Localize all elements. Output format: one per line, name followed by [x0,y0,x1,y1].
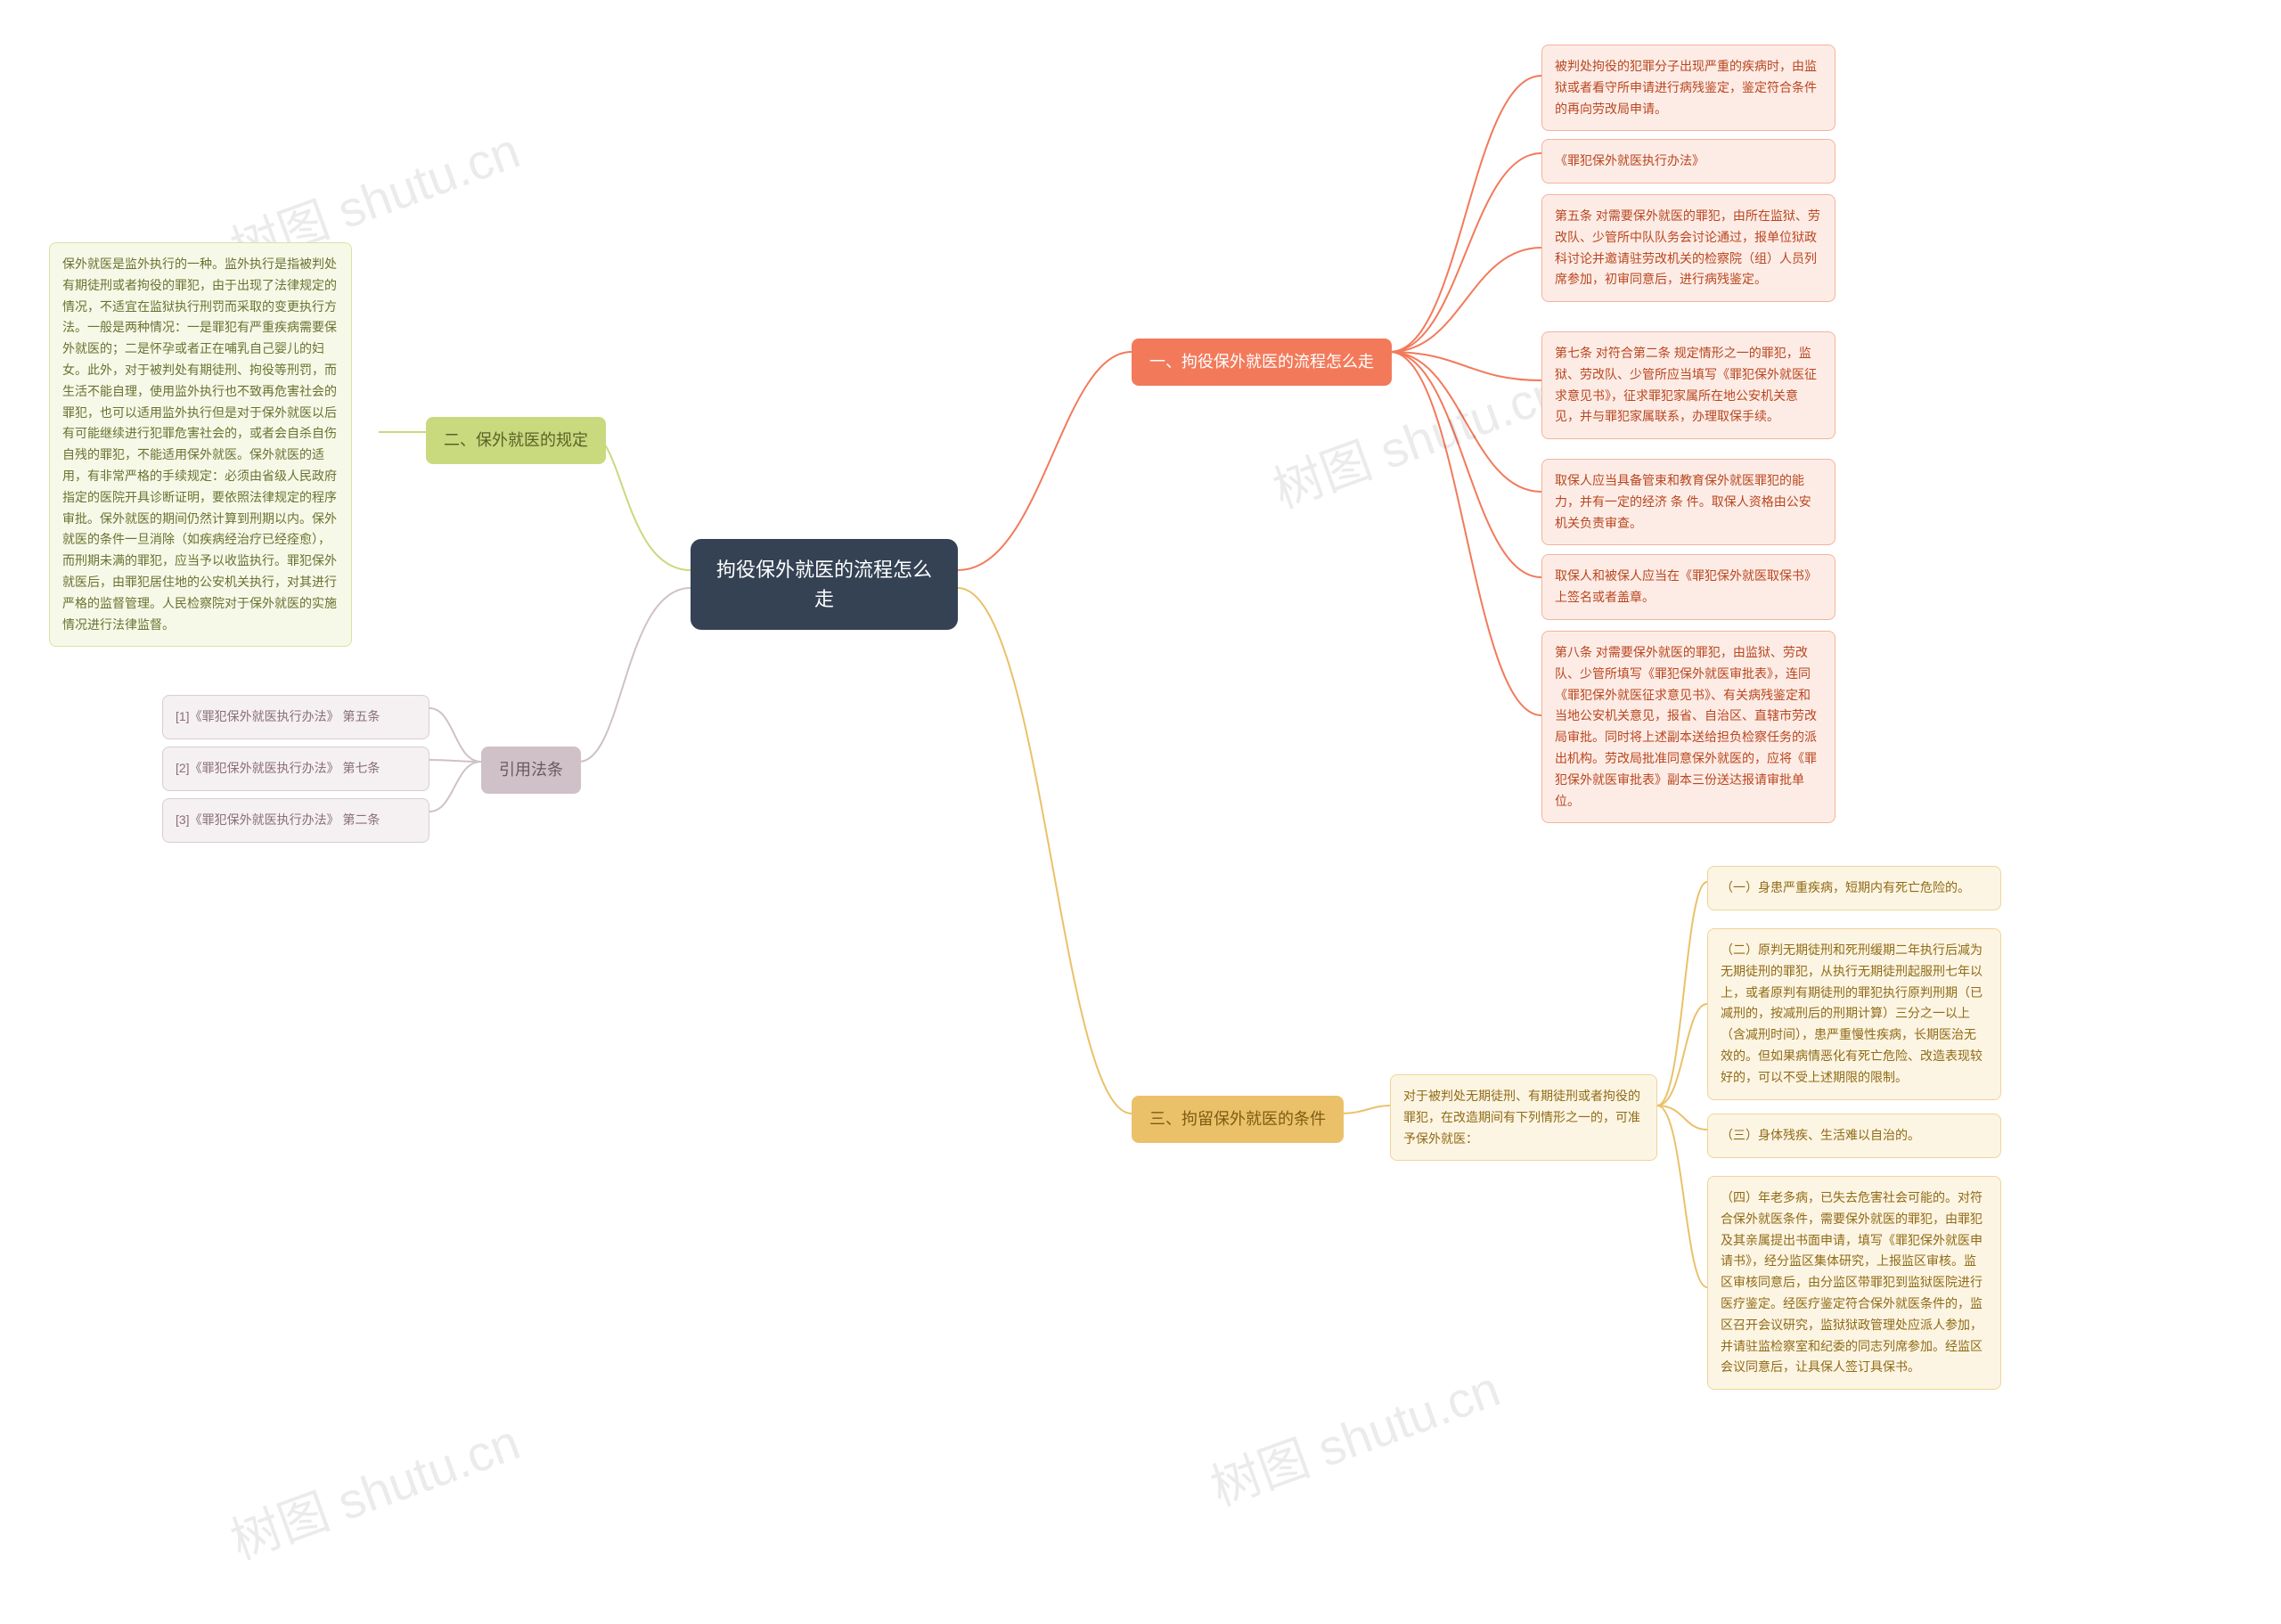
leaf-node[interactable]: （三）身体残疾、生活难以自治的。 [1707,1114,2001,1158]
leaf-node[interactable]: 第五条 对需要保外就医的罪犯，由所在监狱、劳改队、少管所中队队务会讨论通过，报单… [1541,194,1835,302]
leaf-node[interactable]: [2]《罪犯保外就医执行办法》 第七条 [162,747,429,791]
branch-node[interactable]: 三、拘留保外就医的条件 [1132,1096,1344,1143]
leaf-node[interactable]: 取保人应当具备管束和教育保外就医罪犯的能力，并有一定的经济 条 件。取保人资格由… [1541,459,1835,545]
leaf-node[interactable]: （一）身患严重疾病，短期内有死亡危险的。 [1707,866,2001,910]
leaf-node[interactable]: 第七条 对符合第二条 规定情形之一的罪犯，监狱、劳改队、少管所应当填写《罪犯保外… [1541,331,1835,439]
leaf-node[interactable]: 《罪犯保外就医执行办法》 [1541,139,1835,184]
leaf-node[interactable]: 第八条 对需要保外就医的罪犯，由监狱、劳改队、少管所填写《罪犯保外就医审批表》，… [1541,631,1835,823]
center-node[interactable]: 拘役保外就医的流程怎么走 [691,539,958,630]
leaf-node[interactable]: （二）原判无期徒刑和死刑缓期二年执行后减为无期徒刑的罪犯，从执行无期徒刑起服刑七… [1707,928,2001,1100]
watermark: 树图 shutu.cn [1199,1349,1508,1520]
mid-node[interactable]: 对于被判处无期徒刑、有期徒刑或者拘役的罪犯，在改造期间有下列情形之一的，可准予保… [1390,1074,1657,1161]
branch-node[interactable]: 二、保外就医的规定 [426,417,606,464]
leaf-node[interactable]: 保外就医是监外执行的一种。监外执行是指被判处有期徒刑或者拘役的罪犯，由于出现了法… [49,242,352,647]
leaf-node[interactable]: [3]《罪犯保外就医执行办法》 第二条 [162,798,429,843]
leaf-node[interactable]: 被判处拘役的犯罪分子出现严重的疾病时，由监狱或者看守所申请进行病残鉴定，鉴定符合… [1541,45,1835,131]
branch-node[interactable]: 引用法条 [481,747,581,794]
branch-node[interactable]: 一、拘役保外就医的流程怎么走 [1132,339,1392,386]
leaf-node[interactable]: 取保人和被保人应当在《罪犯保外就医取保书》上签名或者盖章。 [1541,554,1835,620]
watermark: 树图 shutu.cn [219,1402,528,1573]
leaf-node[interactable]: （四）年老多病，已失去危害社会可能的。对符合保外就医条件，需要保外就医的罪犯，由… [1707,1176,2001,1390]
leaf-node[interactable]: [1]《罪犯保外就医执行办法》 第五条 [162,695,429,739]
